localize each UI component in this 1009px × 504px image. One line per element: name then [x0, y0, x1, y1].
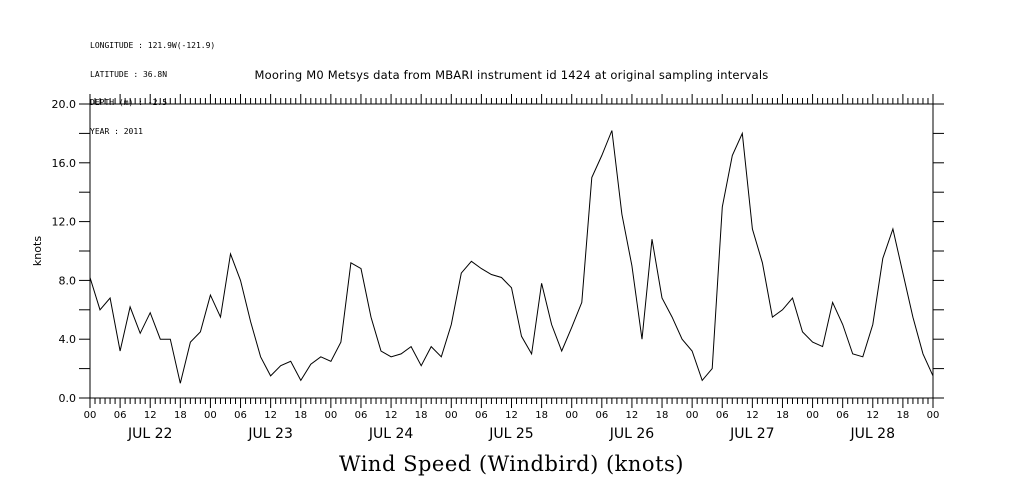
x-hour-label: 06 [716, 410, 729, 421]
x-hour-label: 06 [475, 410, 488, 421]
y-tick-label: 0.0 [59, 392, 77, 405]
y-axis-label: knots [31, 236, 44, 266]
x-hour-label: 12 [385, 410, 398, 421]
series-layer [89, 130, 934, 384]
longitude-line: LONGITUDE : 121.9W(-121.9) [90, 41, 216, 50]
x-hour-label: 00 [445, 410, 458, 421]
x-hour-label: 06 [836, 410, 849, 421]
x-hour-label: 00 [565, 410, 578, 421]
x-hour-label: 00 [686, 410, 699, 421]
x-hour-label: 06 [234, 410, 247, 421]
x-hour-label: 12 [144, 410, 157, 421]
latitude-line: LATITUDE : 36.8N [90, 69, 168, 79]
x-hour-label: 00 [806, 410, 819, 421]
x-hour-label: 00 [927, 410, 940, 421]
x-hour-label: 06 [595, 410, 608, 421]
x-hour-label: 12 [505, 410, 518, 421]
x-axis-title: Wind Speed (Windbird) (knots) [339, 452, 684, 476]
chart-title: Mooring M0 Metsys data from MBARI instru… [254, 68, 769, 82]
x-day-label: JUL 25 [488, 426, 533, 442]
year-line: YEAR : 2011 [90, 126, 143, 136]
x-day-label: JUL 24 [368, 426, 414, 442]
x-hour-label: 12 [746, 410, 759, 421]
y-tick-label: 8.0 [59, 274, 77, 287]
x-hour-label: 00 [324, 410, 337, 421]
axes-layer: 0.0 4.0 8.0 12.0 16.0 20.0 knots 00 06 12 18 00 06 12… [31, 94, 944, 442]
x-day-label: JUL 28 [850, 426, 895, 442]
x-hour-label: 00 [204, 410, 217, 421]
x-hour-label: 18 [656, 410, 669, 421]
x-hour-label: 00 [84, 410, 97, 421]
x-hour-label: 18 [535, 410, 548, 421]
mooring-metadata: LONGITUDE : 121.9W(-121.9) LATITUDE : 36… [90, 22, 215, 146]
x-day-label: JUL 27 [729, 426, 774, 442]
x-day-label: JUL 22 [127, 426, 172, 442]
x-hour-label: 06 [355, 410, 368, 421]
x-hour-label: 12 [626, 410, 639, 421]
y-tick-label: 12.0 [52, 216, 77, 229]
x-hour-label: 12 [866, 410, 879, 421]
x-hour-label: 18 [294, 410, 307, 421]
plot-frame [89, 103, 934, 399]
x-day-label: JUL 26 [609, 426, 655, 442]
y-tick-label: 16.0 [52, 157, 77, 170]
x-hour-label: 18 [415, 410, 428, 421]
x-hour-label: 18 [776, 410, 789, 421]
x-day-label: JUL 23 [247, 426, 292, 442]
wind-speed-series-line [89, 130, 934, 384]
x-hour-label: 18 [174, 410, 187, 421]
y-tick-label: 20.0 [52, 98, 77, 111]
x-hour-label: 12 [264, 410, 277, 421]
x-hour-label: 06 [114, 410, 127, 421]
x-hour-label: 18 [897, 410, 910, 421]
y-tick-label: 4.0 [59, 333, 77, 346]
